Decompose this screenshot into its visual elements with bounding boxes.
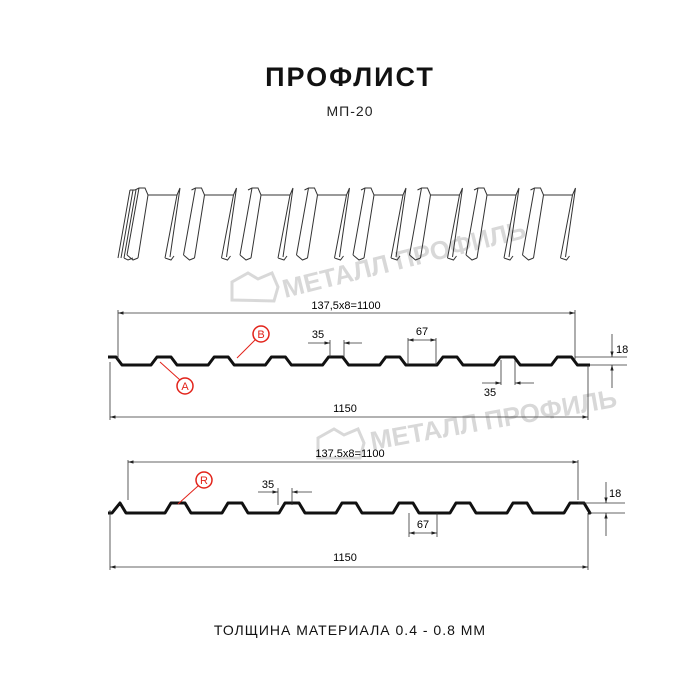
- callout-b: [252, 325, 270, 343]
- dim-top-2: 35: [262, 479, 274, 491]
- page-title: ПРОФЛИСТ: [265, 62, 435, 92]
- material-thickness-note: ТОЛЩИНА МАТЕРИАЛА 0.4 - 0.8 ММ: [213, 622, 487, 638]
- profile-2-outline: [108, 501, 592, 515]
- dim-total: 1150: [333, 403, 357, 415]
- callout-r: [195, 471, 213, 489]
- profile-1: 137,5x8=1100 1150 35 67 35 18: [108, 300, 628, 420]
- watermark-text-1: МЕТАЛЛ ПРОФИЛЬ: [279, 214, 529, 304]
- watermark-2: МЕТАЛЛ ПРОФИЛЬ: [316, 383, 619, 460]
- dim-pitch: 137,5x8=1100: [311, 300, 380, 312]
- sheet-3d-lines: [117, 187, 576, 261]
- callout-r-label: R: [200, 475, 208, 487]
- sheet-3d-view: [117, 187, 576, 261]
- dim-pitch-2: 137.5x8=1100: [315, 448, 384, 460]
- dim-height-2: 18: [609, 488, 621, 500]
- watermark-1: МЕТАЛЛ ПРОФИЛЬ: [230, 214, 529, 304]
- callout-a: [176, 377, 194, 395]
- dim-top: 35: [312, 329, 324, 341]
- profile-1-outline: [108, 355, 590, 367]
- page-subtitle: МП-20: [326, 103, 374, 119]
- callout-a-label: A: [181, 381, 189, 393]
- dim-bottom: 35: [484, 387, 496, 399]
- profile-2: 137.5x8=1100 1150 35 67 18 R: [108, 448, 625, 570]
- dim-height: 18: [616, 344, 628, 356]
- dim-total-2: 1150: [333, 552, 357, 564]
- dim-rib-2: 67: [417, 519, 429, 531]
- callout-b-label: B: [257, 329, 264, 341]
- dim-rib: 67: [416, 326, 428, 338]
